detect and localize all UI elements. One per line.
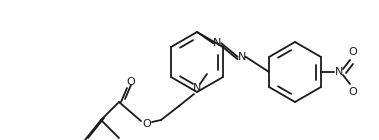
Text: N: N (335, 67, 343, 77)
Text: O: O (349, 47, 357, 57)
Text: N: N (238, 52, 246, 62)
Text: O: O (143, 119, 151, 129)
Text: N: N (213, 38, 221, 48)
Text: O: O (127, 77, 135, 87)
Text: O: O (349, 87, 357, 97)
Text: N: N (193, 83, 201, 93)
